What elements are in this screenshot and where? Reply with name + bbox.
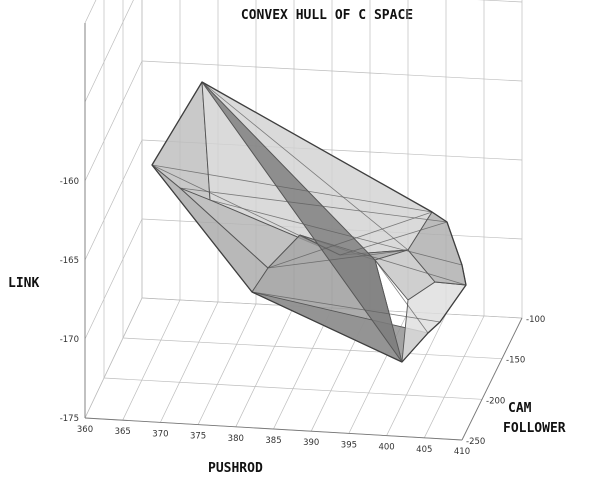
floor-gridline-x (122, 299, 181, 421)
z-tick-label: -160 (60, 177, 79, 187)
z-tick-label: -170 (60, 335, 79, 345)
floor-gridline-x (160, 301, 219, 423)
x-tick-label: 380 (228, 434, 244, 444)
hull-edge (374, 259, 429, 334)
hull-edge (201, 81, 403, 363)
side-wall-gridline-z (84, 0, 134, 103)
side-wall-gridline-z (84, 297, 143, 419)
side-wall-gridline-z (84, 139, 143, 261)
floor-gridline-x (273, 307, 333, 430)
floor-gridline-x (197, 303, 257, 425)
side-wall-gridline-z (84, 0, 97, 24)
y-axis-title-line1: CAM (508, 401, 532, 416)
convex-hull-polytope (151, 81, 467, 363)
x-tick-label: 395 (341, 440, 357, 450)
y-tick-label: -200 (486, 396, 505, 406)
y-axis-title-line2: FOLLOWER (503, 421, 566, 436)
z-tick-label: -165 (60, 256, 79, 266)
floor-gridline-x (235, 305, 295, 427)
side-wall-gridline-z (84, 60, 143, 182)
hull-edge (339, 221, 448, 256)
y-tick-label: -100 (526, 315, 545, 325)
x-tick-label: 365 (115, 427, 131, 437)
x-axis-line (84, 417, 463, 441)
x-tick-label: 400 (378, 443, 394, 453)
x-tick-label: 385 (265, 436, 281, 446)
hull-edge (299, 234, 467, 286)
x-tick-label: 360 (77, 425, 93, 435)
hull-edge (267, 249, 409, 269)
y-tick-label: -250 (466, 437, 485, 447)
hull-edge (201, 81, 409, 251)
hull-edge (209, 199, 463, 266)
floor-gridline-x (386, 313, 447, 436)
hull-edge (267, 211, 433, 269)
z-tick-label: -175 (60, 414, 79, 424)
x-tick-label: 390 (303, 438, 319, 448)
hull-edge (179, 187, 448, 223)
x-tick-label: 405 (416, 445, 432, 455)
hull-edge (151, 164, 433, 213)
back-wall-gridline-z (141, 60, 523, 82)
x-tick-label: 375 (190, 432, 206, 442)
floor-gridline-x (423, 315, 485, 438)
y-axis-line (461, 317, 523, 441)
floor-gridline-y (122, 337, 503, 360)
floor-gridline-y (103, 377, 483, 400)
y-tick-label: -150 (506, 356, 525, 366)
x-tick-label: 370 (152, 429, 168, 439)
hull-edge (201, 81, 376, 261)
hull-edge (251, 291, 441, 323)
hull-edge (151, 164, 341, 256)
x-axis-title: PUSHROD (208, 461, 263, 476)
chart-title: CONVEX HULL OF C SPACE (241, 8, 413, 23)
side-wall-gridline-z (84, 218, 143, 340)
hull-outline (151, 81, 467, 363)
x-tick-label: 410 (454, 447, 470, 457)
z-axis-title: LINK (8, 276, 39, 291)
